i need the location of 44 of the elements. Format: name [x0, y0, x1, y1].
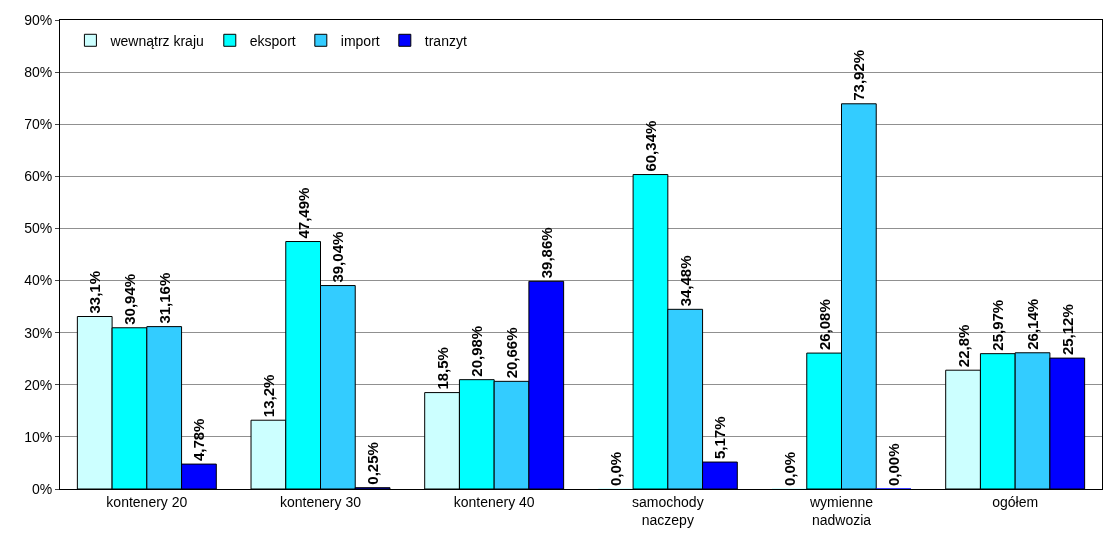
data-label: 73,92%: [850, 49, 868, 101]
data-label: 47,49%: [294, 187, 312, 239]
y-tick-label: 60%: [24, 168, 53, 185]
y-tick-label: 50%: [24, 220, 53, 237]
legend-label: eksport: [249, 32, 296, 49]
y-tick-label: 0%: [31, 480, 53, 497]
y-tick-label: 30%: [24, 324, 53, 341]
data-label: 4,78%: [190, 418, 208, 462]
legend-label: tranzyt: [424, 32, 467, 49]
y-tick-label: 80%: [24, 64, 53, 81]
data-label: 13,2%: [259, 374, 277, 418]
y-tick-label: 40%: [24, 272, 53, 289]
y-tick-label: 90%: [24, 11, 53, 28]
data-label: 25,97%: [989, 299, 1007, 351]
data-label: 25,12%: [1058, 304, 1076, 356]
x-tick-label: samochody naczepy: [632, 493, 704, 528]
data-label: 0,0%: [780, 451, 798, 486]
data-label: 0,0%: [607, 451, 625, 486]
x-tick-label: kontenery 20: [106, 493, 188, 510]
y-tick-label: 70%: [24, 116, 53, 133]
data-label: 31,16%: [155, 272, 173, 324]
legend-label: wewnątrz kraju: [109, 32, 204, 49]
data-label: 0,00%: [885, 443, 903, 486]
data-label: 20,66%: [503, 327, 521, 379]
x-tick-label: wymienne nadwozia: [808, 493, 874, 528]
legend-label: import: [340, 32, 380, 49]
x-tick-label: ogółem: [992, 493, 1039, 510]
data-label: 30,94%: [120, 273, 138, 325]
data-label: 33,1%: [86, 270, 104, 314]
data-label: 34,48%: [676, 255, 694, 307]
data-label: 22,8%: [954, 324, 972, 368]
data-label: 20,98%: [468, 325, 486, 377]
x-tick-label: kontenery 40: [453, 493, 535, 510]
data-label: 5,17%: [711, 416, 729, 460]
data-label: 39,86%: [537, 227, 555, 279]
data-label: 18,5%: [433, 347, 451, 390]
data-label: 26,08%: [815, 299, 833, 351]
x-tick-label: kontenery 30: [280, 493, 362, 510]
data-label: 26,14%: [1024, 298, 1042, 350]
data-label: 0,25%: [364, 442, 382, 485]
data-label: 39,04%: [329, 231, 347, 283]
y-tick-label: 10%: [24, 428, 53, 445]
y-tick-label: 20%: [24, 376, 53, 393]
data-label: 60,34%: [641, 120, 659, 172]
